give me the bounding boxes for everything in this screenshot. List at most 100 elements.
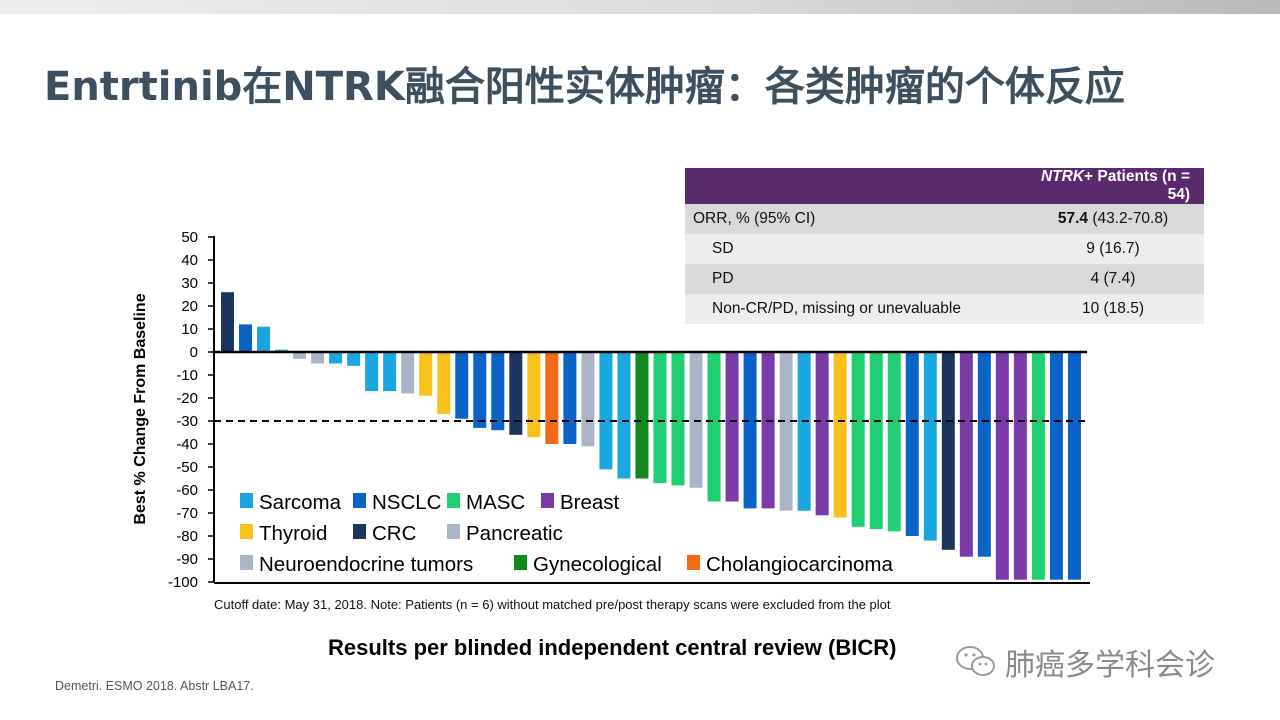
y-tick-label: 50 [181, 229, 198, 246]
legend-swatch-sarcoma [240, 493, 253, 508]
legend-label-nsclc: NSCLC [372, 491, 442, 514]
table-row-label: SD [685, 234, 1022, 264]
table-header-rest: + Patients (n = 54) [1084, 168, 1190, 203]
legend-swatch-thyroid [240, 524, 253, 539]
bar-breast [815, 352, 829, 516]
y-tick-label: -20 [176, 390, 198, 407]
bar-sarcoma [347, 352, 361, 366]
bar-breast [761, 352, 775, 509]
y-tick-label: -10 [176, 367, 198, 384]
legend-label-cholangiocarcinoma: Cholangiocarcinoma [706, 553, 893, 576]
bar-sarcoma [329, 352, 343, 364]
bar-nsclc [491, 352, 505, 431]
y-tick-label: -50 [176, 459, 198, 476]
table-row-value: 57.4 (43.2-70.8) [1022, 204, 1204, 234]
table-row: ORR, % (95% CI) 57.4 (43.2-70.8) [685, 204, 1204, 234]
legend-label-pancreatic: Pancreatic [466, 522, 563, 545]
bar-breast [959, 352, 973, 557]
y-tick-label: -90 [176, 551, 198, 568]
legend-swatch-crc [353, 524, 366, 539]
bar-thyroid [527, 352, 541, 438]
table-row-value: 10 (18.5) [1022, 294, 1204, 324]
table-row: Non-CR/PD, missing or unevaluable 10 (18… [685, 294, 1204, 324]
table-row-label: ORR, % (95% CI) [685, 204, 1022, 234]
legend-label-gynecological: Gynecological [533, 553, 662, 576]
table-header-italic: NTRK [1040, 168, 1085, 185]
bar-neuroendocrine-tumors [293, 352, 307, 359]
bar-pancreatic [401, 352, 415, 394]
bar-nsclc [905, 352, 919, 536]
y-axis-label: Best % Change From Baseline [132, 293, 149, 524]
bar-cholangiocarcinoma [545, 352, 559, 444]
bar-thyroid [419, 352, 433, 396]
table-header-row: NTRK+ Patients (n = 54) [685, 168, 1204, 204]
wechat-icon [956, 646, 995, 676]
chart-legend: Sarcoma NSCLC MASC Breast Thyroid CRC Pancreat… [240, 491, 893, 576]
bars-group [221, 292, 1081, 580]
legend-swatch-nsclc [353, 493, 366, 508]
slide-title: Entrtinib在NTRK融合阳性实体肿瘤：各类肿瘤的个体反应 [44, 64, 1125, 110]
bar-sarcoma [599, 352, 613, 470]
bar-masc [851, 352, 865, 527]
legend-swatch-breast [541, 493, 554, 508]
y-tick-label: 40 [181, 252, 198, 269]
y-tick-label: 0 [190, 344, 198, 361]
table-row-label: PD [685, 264, 1022, 294]
table-row: PD 4 (7.4) [685, 264, 1204, 294]
y-tick-label: -100 [168, 574, 198, 591]
bar-nsclc [563, 352, 577, 444]
bar-pancreatic [311, 352, 325, 364]
table-value-rest: (43.2-70.8) [1088, 210, 1169, 227]
table-row-label: Non-CR/PD, missing or unevaluable [685, 294, 1022, 324]
bar-sarcoma [617, 352, 631, 479]
legend-label-neuroendocrine-tumors: Neuroendocrine tumors [259, 553, 473, 576]
y-tick-label: -30 [176, 413, 198, 430]
cutoff-note: Cutoff date: May 31, 2018. Note: Patient… [214, 597, 891, 612]
y-tick-label: 10 [181, 321, 198, 338]
bar-masc [887, 352, 901, 532]
y-tick-label: -40 [176, 436, 198, 453]
table-row: SD 9 (16.7) [685, 234, 1204, 264]
table-row-value: 4 (7.4) [1022, 264, 1204, 294]
legend-label-thyroid: Thyroid [259, 522, 327, 545]
bar-crc [509, 352, 523, 435]
bar-thyroid [437, 352, 451, 415]
table-header-label [685, 168, 1022, 204]
bar-gynecological [635, 352, 649, 479]
bar-sarcoma [923, 352, 937, 541]
bar-neuroendocrine-tumors [689, 352, 703, 488]
results-caption: Results per blinded independent central … [328, 635, 897, 660]
legend-swatch-cholangiocarcinoma [687, 555, 700, 570]
citation: Demetri. ESMO 2018. Abstr LBA17. [55, 679, 254, 693]
legend-swatch-neuroendocrine-tumors [240, 555, 253, 570]
bar-masc [869, 352, 883, 530]
bar-pancreatic [779, 352, 793, 511]
bar-nsclc [239, 324, 253, 352]
bar-thyroid [833, 352, 847, 518]
watermark-text: 肺癌多学科会诊 [1005, 648, 1215, 683]
bar-sarcoma [797, 352, 811, 511]
table-row-value: 9 (16.7) [1022, 234, 1204, 264]
legend-label-breast: Breast [560, 491, 620, 514]
bar-masc [1031, 352, 1045, 580]
bar-nsclc [473, 352, 487, 428]
watermark: 肺癌多学科会诊 [955, 640, 1215, 684]
y-tick-label: -80 [176, 528, 198, 545]
bar-masc [653, 352, 667, 484]
y-tick-label: 30 [181, 275, 198, 292]
y-axis-ticks: 50 40 30 20 10 0 -10 -20 -30 -40 -50 -60 -70 -80 -90 -1… [168, 229, 214, 591]
table-header-value: NTRK+ Patients (n = 54) [1022, 168, 1204, 204]
bar-crc [941, 352, 955, 550]
legend-swatch-pancreatic [447, 524, 460, 539]
bar-nsclc [455, 352, 469, 419]
bar-sarcoma [383, 352, 397, 392]
legend-label-crc: CRC [372, 522, 417, 545]
bar-crc [221, 292, 234, 352]
bar-masc [671, 352, 685, 486]
legend-label-masc: MASC [466, 491, 525, 514]
bar-sarcoma [365, 352, 379, 392]
bar-nsclc [977, 352, 991, 557]
bar-masc [707, 352, 721, 502]
bar-nsclc [1067, 352, 1081, 580]
